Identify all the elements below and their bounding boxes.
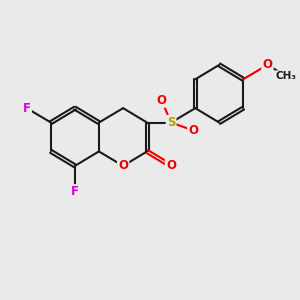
Text: S: S [167, 116, 175, 129]
Text: F: F [71, 185, 79, 198]
Text: O: O [188, 124, 198, 137]
Text: O: O [157, 94, 166, 106]
Text: O: O [166, 159, 176, 172]
Text: O: O [118, 159, 128, 172]
Text: F: F [23, 102, 31, 115]
Text: O: O [262, 58, 272, 71]
Text: CH₃: CH₃ [276, 71, 297, 81]
